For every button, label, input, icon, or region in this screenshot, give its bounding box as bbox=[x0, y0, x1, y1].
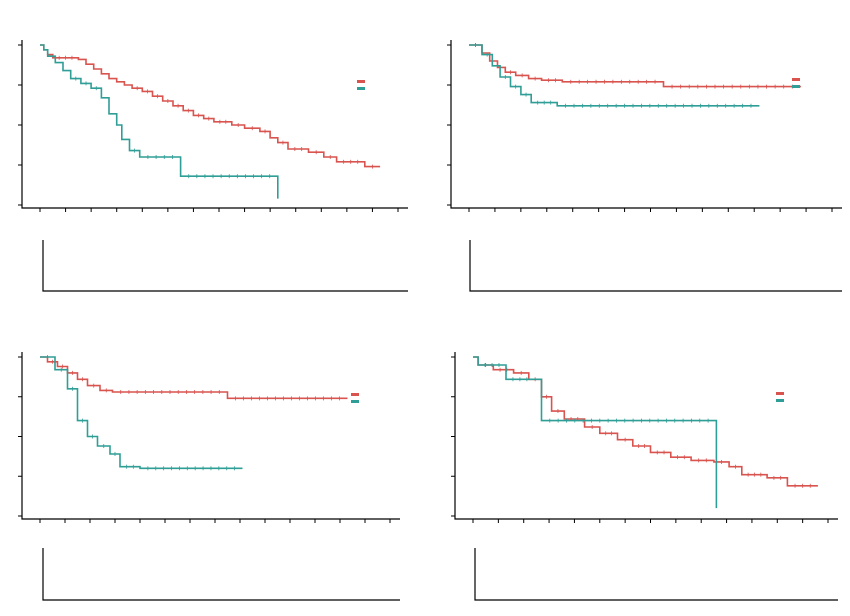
legend-key-group-2 bbox=[351, 400, 359, 403]
axis-lines bbox=[450, 40, 842, 209]
risk-table-axes bbox=[469, 240, 842, 292]
axis-lines bbox=[21, 352, 400, 520]
legend-key-group-1 bbox=[776, 392, 784, 395]
risk-table-axes bbox=[42, 240, 408, 292]
km-panel-top-left bbox=[18, 40, 408, 292]
risk-table-axes bbox=[42, 548, 400, 601]
km-panel-bottom-left bbox=[18, 352, 400, 601]
km-panel-bottom-right bbox=[451, 352, 838, 601]
survival-curve-group-2 bbox=[469, 44, 760, 107]
legend-key-group-1 bbox=[351, 393, 359, 396]
survival-curve-group-1 bbox=[40, 356, 348, 400]
legend-key-group-2 bbox=[776, 399, 784, 402]
legend-key-group-1 bbox=[792, 78, 800, 81]
survival-curve-group-2 bbox=[473, 356, 718, 509]
km-panel-top-right bbox=[447, 40, 842, 292]
legend-key-group-1 bbox=[357, 80, 365, 83]
axis-lines bbox=[454, 352, 838, 520]
legend-key-group-2 bbox=[357, 87, 365, 90]
legend-key-group-2 bbox=[792, 85, 800, 88]
survival-curve-group-1 bbox=[469, 44, 801, 88]
survival-curve-group-1 bbox=[40, 44, 381, 168]
survival-curve-group-2 bbox=[40, 44, 279, 199]
risk-table-axes bbox=[474, 548, 838, 601]
axis-lines bbox=[21, 40, 408, 209]
